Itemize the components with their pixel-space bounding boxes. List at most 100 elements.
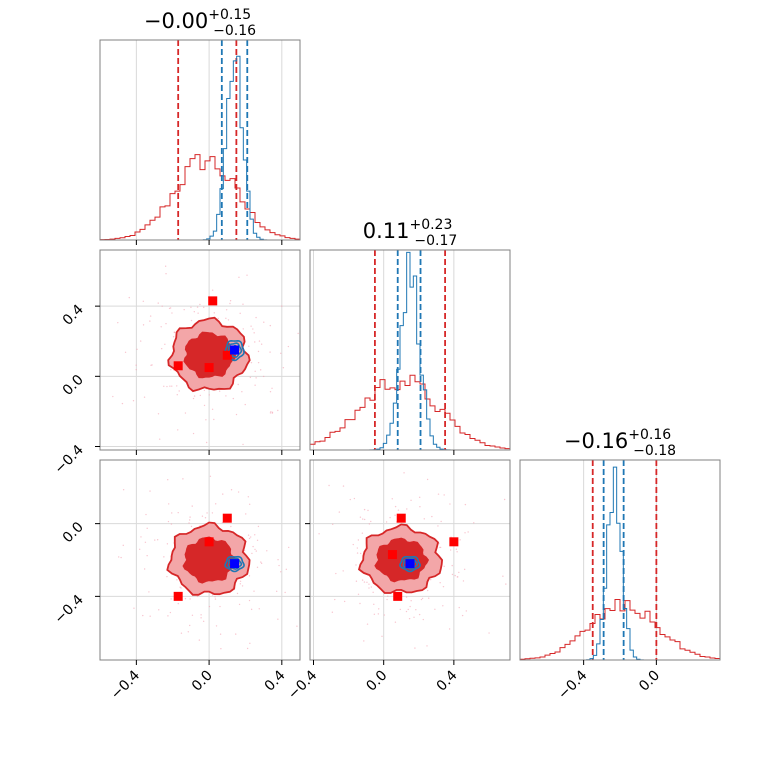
sample-point [397,509,400,511]
x-tick-label: 0.4 [434,667,461,694]
sample-point [132,400,135,402]
sample-point [184,412,187,414]
sample-point [437,493,440,495]
sample-point [182,478,184,480]
marker-series-0 [173,361,183,371]
sample-point [285,568,288,571]
sample-point [269,412,272,414]
sample-point [173,331,176,334]
sample-point [363,640,365,642]
sample-point [143,568,146,570]
sample-point [437,525,439,527]
sample-point [281,305,283,307]
sample-point [143,396,146,398]
sample-point [241,391,243,393]
sample-point [214,598,217,600]
sample-point [203,306,205,309]
sample-point [169,385,171,387]
histogram-series-1 [520,466,720,660]
sample-point [84,568,85,569]
sample-point [409,605,411,608]
sample-point [241,585,244,587]
sample-point [157,302,159,304]
sample-point [214,503,217,505]
sample-point [260,561,262,563]
sample-point [139,548,141,550]
sample-point [142,300,145,302]
panel-frame [309,249,511,451]
sample-point [215,625,218,627]
sample-point [169,307,172,309]
sample-point [260,343,263,345]
sample-point [189,624,191,627]
sample-point [280,352,282,355]
sample-point [238,276,240,279]
sample-point [373,603,375,606]
sample-point [258,608,260,610]
sample-point [242,303,244,305]
sample-point [277,409,279,412]
sample-point [213,312,215,314]
sample-point [176,394,178,396]
sample-point [230,489,233,491]
sample-point [237,383,239,386]
sample-point [230,525,232,528]
sample-point [357,539,360,541]
sample-point [199,303,201,306]
sample-point [359,602,361,605]
sample-point [422,618,424,621]
sample-point [167,520,170,523]
sample-point [439,546,442,549]
y-tick-label: 0.4 [60,302,87,329]
sample-point [201,515,204,517]
sample-point [461,614,464,617]
sample-point [219,605,221,608]
panel-2-0 [84,459,301,665]
sample-point [385,521,388,523]
sample-point [196,306,199,308]
sample-point [458,606,460,609]
sample-point [229,302,231,305]
sample-point [239,580,242,583]
sample-point [426,478,429,481]
sample-point [254,534,256,536]
panel-frame [309,459,511,661]
sample-point [410,499,412,502]
sample-point [254,370,256,373]
sample-point [149,490,151,492]
sample-point [149,320,151,322]
sample-point [163,385,165,387]
sample-point [426,645,428,647]
sample-point [332,523,334,526]
sample-point [217,317,219,320]
panel-frame [99,39,301,241]
sample-point [254,341,256,343]
sample-point [248,575,251,577]
sample-point [418,613,421,616]
sample-point [209,475,212,477]
sample-point [135,364,137,366]
sample-point [256,566,259,569]
sample-point [255,550,257,552]
sample-point [368,523,371,525]
sample-point [372,591,374,594]
sample-point [167,615,169,617]
sample-point [538,588,539,589]
sample-point [250,361,253,364]
marker-series-1 [405,559,415,569]
sample-point [258,340,261,342]
sample-point [464,503,467,506]
sample-point [254,384,256,386]
sample-point [191,614,194,617]
sample-point [275,590,278,593]
sample-point [431,515,433,518]
sample-point [180,632,183,634]
contour-series-0 [183,331,236,379]
sample-point [172,336,175,338]
sample-point [156,539,159,541]
y-tick-label: 0.0 [60,372,87,399]
sample-point [323,278,324,279]
sample-point [423,518,425,520]
sample-point [277,559,279,561]
sample-point [356,552,359,554]
